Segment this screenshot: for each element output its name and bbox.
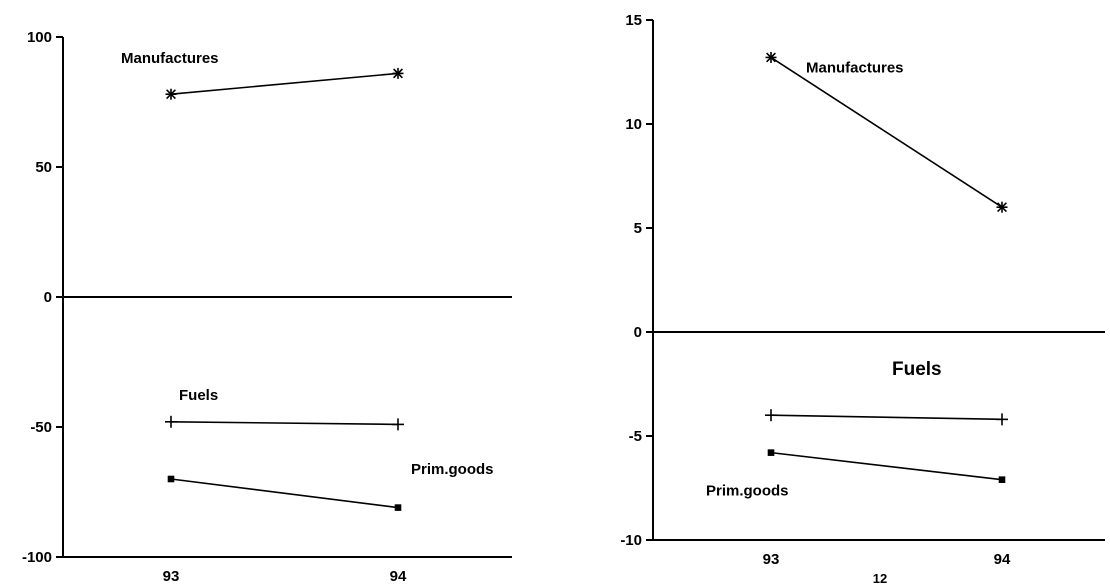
data-point — [167, 475, 175, 483]
series-manufactures: Manufactures — [765, 51, 1008, 213]
data-point — [767, 449, 775, 456]
y-tick-label: 100 — [27, 29, 52, 46]
y-tick-label: 10 — [625, 116, 642, 133]
series-line — [770, 451, 1003, 481]
data-point — [998, 476, 1006, 483]
series-manufactures: Manufactures — [121, 50, 404, 100]
series-line — [170, 478, 399, 509]
series-prim-goods: Prim.goods — [167, 461, 494, 511]
x-tick-label: 93 — [763, 551, 780, 568]
series-fuels: Fuels — [165, 387, 404, 431]
x-tick-label: 94 — [390, 568, 407, 585]
series-label: Fuels — [892, 359, 942, 380]
series-line — [170, 421, 399, 426]
chart-1: 100 50 0 -50 -100 93 94 Manufactures Fuels Prim.g… — [22, 29, 512, 585]
x-tick-label: 94 — [994, 551, 1011, 568]
x-tick-label: 93 — [163, 568, 180, 585]
series-line — [170, 72, 399, 95]
series-prim-goods: Prim.goods — [706, 449, 1006, 500]
data-point — [394, 504, 402, 511]
y-tick-label: 0 — [44, 289, 52, 306]
series-line — [770, 56, 1003, 208]
y-tick-label: -50 — [30, 419, 52, 436]
y-tick-label: 50 — [35, 159, 52, 176]
y-tick-label: 5 — [634, 220, 642, 237]
y-tick-label: 0 — [634, 324, 642, 341]
y-tick-label: -10 — [620, 532, 642, 549]
footnote-page-number: 12 — [873, 571, 887, 585]
series-label: Manufactures — [806, 59, 904, 76]
series-label: Manufactures — [121, 50, 219, 67]
series-label: Prim.goods — [706, 483, 789, 500]
chart-2: 15 10 5 0 -5 -10 93 94 Manufactures Fuels Prim.goo… — [620, 12, 1105, 568]
series-line — [770, 414, 1003, 421]
y-tick-label: 15 — [625, 12, 642, 29]
series-label: Fuels — [179, 387, 218, 404]
series-fuels: Fuels — [765, 359, 1008, 426]
y-tick-label: -100 — [22, 549, 52, 566]
series-label: Prim.goods — [411, 461, 494, 478]
y-tick-label: -5 — [629, 428, 642, 445]
